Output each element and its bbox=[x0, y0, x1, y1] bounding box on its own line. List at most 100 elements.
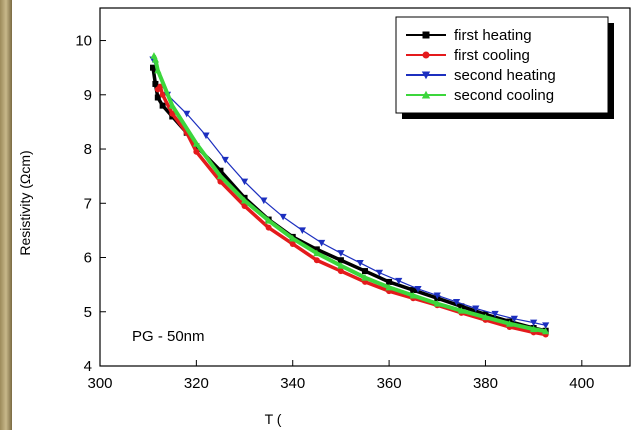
y-tick-label: 6 bbox=[84, 250, 92, 267]
legend-item: second cooling bbox=[406, 87, 554, 104]
data-point-triangle-down bbox=[472, 305, 480, 313]
data-point-circle bbox=[422, 51, 430, 59]
data-point-triangle-up bbox=[240, 196, 249, 204]
data-point-triangle-down bbox=[240, 178, 249, 186]
data-point-square bbox=[410, 287, 417, 294]
legend-label: second cooling bbox=[454, 87, 554, 104]
data-point-triangle-up bbox=[313, 249, 321, 257]
data-point-triangle-up bbox=[150, 52, 158, 59]
y-tick-label: 4 bbox=[84, 358, 92, 375]
data-point-triangle-up bbox=[385, 283, 393, 291]
y-axis-title: Resistivity (Ωcm) bbox=[17, 150, 33, 255]
data-point-triangle-up bbox=[265, 217, 273, 224]
series-line bbox=[151, 67, 547, 333]
data-point-triangle-down bbox=[530, 319, 538, 327]
data-point-square bbox=[386, 278, 393, 285]
data-point-triangle-down bbox=[452, 298, 461, 306]
data-point-triangle-down bbox=[491, 310, 499, 318]
data-point-circle bbox=[337, 268, 344, 275]
ticks: 300 320 340 360 380 400 4 5 6 7 8 9 10 bbox=[75, 33, 594, 392]
data-point-circle bbox=[193, 148, 200, 155]
data-point-circle bbox=[159, 91, 166, 98]
series-second-cooling bbox=[150, 52, 550, 335]
x-tick-label: 380 bbox=[473, 375, 498, 392]
data-point-square bbox=[217, 167, 224, 174]
series-first-cooling bbox=[154, 83, 549, 338]
x-tick-label: 360 bbox=[377, 375, 402, 392]
data-point-square bbox=[337, 257, 344, 264]
data-point-square bbox=[362, 268, 368, 275]
y-tick-label: 8 bbox=[84, 141, 92, 158]
x-tick-label: 300 bbox=[87, 375, 112, 392]
data-point-triangle-down bbox=[279, 213, 287, 221]
data-point-triangle-up bbox=[457, 307, 465, 314]
data-point-triangle-up bbox=[505, 320, 514, 327]
legend-label: first cooling bbox=[454, 47, 530, 64]
data-point-triangle-up bbox=[481, 313, 490, 321]
legend: first heating first cooling second heating… bbox=[395, 16, 614, 119]
data-point-triangle-down bbox=[221, 156, 229, 164]
data-point-triangle-up bbox=[154, 66, 162, 74]
data-point-square bbox=[458, 303, 465, 310]
series-layer bbox=[149, 52, 550, 338]
data-point-square bbox=[159, 102, 166, 109]
y-tick-label: 5 bbox=[84, 304, 92, 321]
data-point-triangle-up bbox=[216, 172, 225, 180]
data-point-triangle-down bbox=[183, 110, 191, 118]
x-tick-label: 400 bbox=[569, 375, 594, 392]
data-point-square bbox=[152, 80, 159, 87]
data-point-triangle-up bbox=[361, 273, 369, 281]
legend-label: first heating bbox=[454, 27, 532, 44]
data-point-triangle-up bbox=[433, 300, 441, 307]
data-point-square bbox=[154, 94, 161, 101]
data-point-triangle-down bbox=[414, 285, 422, 293]
data-point-triangle-down bbox=[260, 197, 268, 205]
series-line bbox=[152, 55, 547, 334]
legend-item: first cooling bbox=[406, 47, 530, 64]
data-point-square bbox=[313, 246, 320, 253]
legend-item: first heating bbox=[406, 27, 532, 44]
data-point-triangle-down bbox=[510, 315, 518, 323]
series-line bbox=[152, 59, 546, 326]
y-tick-label: 9 bbox=[84, 87, 92, 104]
data-point-triangle-up bbox=[337, 262, 345, 269]
data-point-triangle-down bbox=[337, 250, 345, 257]
data-point-triangle-up bbox=[168, 102, 176, 109]
data-point-circle bbox=[289, 240, 296, 247]
data-point-triangle-up bbox=[151, 55, 160, 63]
data-point-triangle-down bbox=[318, 239, 326, 247]
data-point-triangle-down bbox=[356, 259, 364, 267]
data-point-triangle-down bbox=[433, 292, 441, 300]
legend-box bbox=[395, 16, 609, 114]
data-point-square bbox=[422, 31, 430, 39]
data-point-circle bbox=[265, 224, 272, 231]
background-strip bbox=[0, 0, 12, 430]
data-point-square bbox=[150, 64, 156, 71]
data-point-triangle-up bbox=[192, 140, 200, 147]
y-tick-label: 10 bbox=[75, 33, 92, 50]
data-point-circle bbox=[241, 202, 248, 209]
data-point-triangle-down bbox=[375, 269, 384, 277]
plot-frame bbox=[99, 7, 631, 367]
x-tick-label: 320 bbox=[184, 375, 209, 392]
data-point-triangle-down bbox=[202, 132, 210, 140]
data-point-triangle-down bbox=[421, 71, 431, 80]
data-point-triangle-up bbox=[289, 234, 297, 242]
series-line bbox=[156, 84, 546, 337]
x-tick-label: 340 bbox=[280, 375, 305, 392]
data-point-triangle-up bbox=[530, 325, 538, 333]
data-point-triangle-down bbox=[395, 277, 403, 285]
data-point-circle bbox=[154, 86, 161, 93]
x-axis-title: T ( bbox=[265, 411, 282, 427]
pg-annotation: PG - 50nm bbox=[132, 328, 205, 345]
legend-label: second heating bbox=[454, 67, 556, 84]
data-point-triangle-up bbox=[409, 291, 417, 299]
data-point-circle bbox=[169, 110, 176, 117]
data-point-triangle-up bbox=[421, 90, 431, 99]
y-tick-label: 7 bbox=[84, 195, 92, 212]
data-point-triangle-down bbox=[542, 322, 550, 329]
data-point-circle bbox=[313, 257, 320, 264]
data-point-triangle-up bbox=[542, 327, 550, 335]
data-point-triangle-down bbox=[298, 227, 306, 234]
